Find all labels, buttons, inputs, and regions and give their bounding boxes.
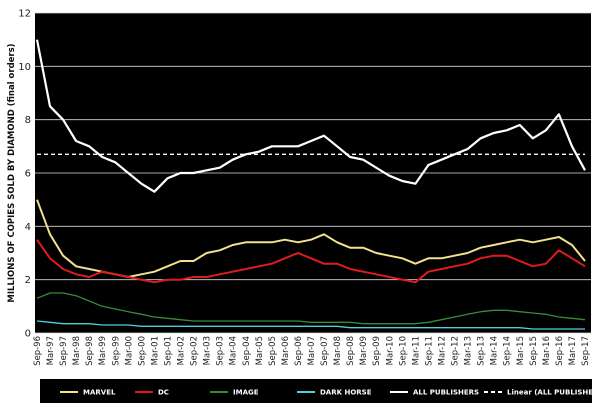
x-tick-label: Mar-00: [124, 336, 134, 365]
x-tick-label: Mar-12: [437, 336, 447, 365]
y-axis-ticks: 0 2 4 6 8 10 12: [18, 9, 31, 340]
x-tick-label: Sep-11: [424, 336, 434, 366]
y-tick-label: 6: [25, 169, 31, 180]
series-line-image: [36, 292, 586, 325]
legend-label: MARVEL: [83, 389, 116, 397]
x-axis-ticks: Sep-96 Mar-97 Sep-97 Mar-98 Sep-98 Mar-99 Sep-…: [33, 336, 591, 366]
x-tick-label: Mar-06: [281, 336, 291, 365]
legend-label: ALL PUBLISHERS: [413, 389, 479, 397]
legend-label: IMAGE: [233, 389, 259, 397]
x-tick-label: Mar-98: [72, 336, 82, 365]
legend: MARVEL DC IMAGE DARK HORSE ALL PUBLISHERS Lin…: [60, 389, 600, 397]
y-tick-label: 12: [18, 9, 31, 20]
x-tick-label: Sep-16: [555, 336, 565, 366]
x-tick-label: Mar-11: [411, 336, 421, 365]
x-tick-label: Sep-97: [59, 336, 69, 366]
series-line-all-publishers: [35, 39, 586, 193]
x-tick-label: Mar-17: [568, 336, 578, 365]
x-tick-label: Mar-07: [307, 336, 317, 365]
x-tick-label: Mar-04: [229, 336, 239, 365]
x-tick-label: Mar-09: [359, 336, 369, 365]
x-tick-label: Mar-97: [46, 336, 56, 365]
x-tick-label: Mar-16: [542, 336, 552, 365]
x-tick-label: Sep-15: [529, 336, 539, 366]
series-line-dark-horse: [36, 320, 585, 330]
x-tick-label: Sep-00: [137, 336, 147, 366]
x-tick-label: Sep-04: [242, 336, 252, 366]
x-tick-label: Mar-01: [150, 336, 160, 365]
x-tick-label: Sep-07: [320, 336, 330, 366]
y-tick-label: 8: [25, 115, 31, 126]
x-tick-label: Sep-14: [503, 336, 513, 366]
x-tick-label: Sep-96: [33, 336, 43, 366]
legend-label: DARK HORSE: [320, 389, 372, 397]
x-tick-label: Sep-12: [451, 336, 461, 366]
x-tick-label: Sep-98: [85, 336, 95, 366]
x-tick-label: Sep-06: [294, 336, 304, 366]
x-tick-label: Mar-05: [255, 336, 265, 365]
x-tick-label: Mar-15: [516, 336, 526, 365]
x-tick-label: Mar-02: [177, 336, 187, 365]
series-line-dc: [36, 239, 586, 284]
x-tick-label: Sep-01: [163, 336, 173, 366]
legend-label: DC: [158, 389, 169, 397]
x-tick-label: Mar-10: [385, 336, 395, 365]
x-tick-label: Sep-03: [216, 336, 226, 366]
x-tick-label: Mar-08: [333, 336, 343, 365]
x-tick-label: Sep-10: [398, 336, 408, 366]
y-tick-label: 10: [18, 62, 31, 73]
x-tick-label: Sep-99: [111, 336, 121, 366]
x-tick-label: Sep-13: [477, 336, 487, 366]
x-tick-label: Mar-14: [490, 336, 500, 365]
y-tick-label: 4: [25, 222, 31, 233]
series-lines: [35, 39, 586, 330]
x-tick-label: Sep-09: [372, 336, 382, 366]
x-tick-label: Sep-17: [581, 336, 591, 366]
x-tick-label: Mar-13: [464, 336, 474, 365]
y-tick-label: 0: [25, 329, 31, 340]
y-axis-label: MILLIONS OF COPIES SOLD BY DIAMOND (fina…: [7, 43, 17, 302]
x-tick-label: Sep-05: [268, 336, 278, 366]
x-tick-label: Mar-99: [98, 336, 108, 365]
y-tick-label: 2: [25, 275, 31, 286]
x-tick-label: Sep-08: [346, 336, 356, 366]
legend-label: Linear (ALL PUBLISHERS): [507, 389, 600, 397]
x-tick-label: Mar-03: [203, 336, 213, 365]
x-tick-label: Sep-02: [190, 336, 200, 366]
